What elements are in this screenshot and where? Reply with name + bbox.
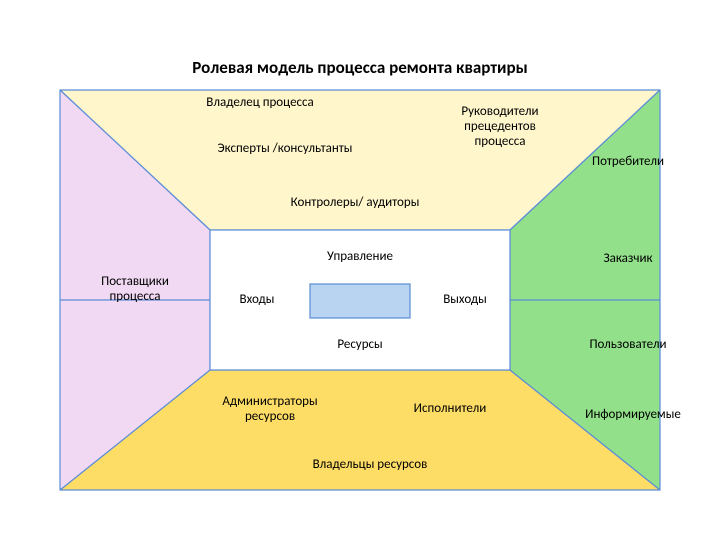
- label-consumers: Потребители: [558, 155, 698, 170]
- label-control: Управление: [280, 250, 440, 265]
- label-inputs: Входы: [212, 293, 302, 308]
- label-customer: Заказчик: [558, 252, 698, 267]
- label-resources: Ресурсы: [280, 338, 440, 353]
- diagram-stage: Ролевая модель процесса ремонта квартиры…: [0, 0, 720, 540]
- label-precedent-leads: Руководители прецедентов процесса: [420, 105, 580, 150]
- label-owner: Владелец процесса: [160, 96, 360, 111]
- label-resource-owners: Владельцы ресурсов: [260, 458, 480, 473]
- label-informed: Информируемые: [558, 408, 708, 423]
- label-outputs: Выходы: [420, 293, 510, 308]
- diagram-title: Ролевая модель процесса ремонта квартиры: [0, 58, 720, 78]
- label-users: Пользователи: [558, 338, 698, 353]
- label-performers: Исполнители: [370, 402, 530, 417]
- label-resource-admins: Администраторы ресурсов: [180, 395, 360, 425]
- label-suppliers: Поставщики процесса: [70, 275, 200, 305]
- label-auditors: Контролеры/ аудиторы: [235, 196, 475, 211]
- label-experts: Эксперты /консультанты: [175, 142, 395, 157]
